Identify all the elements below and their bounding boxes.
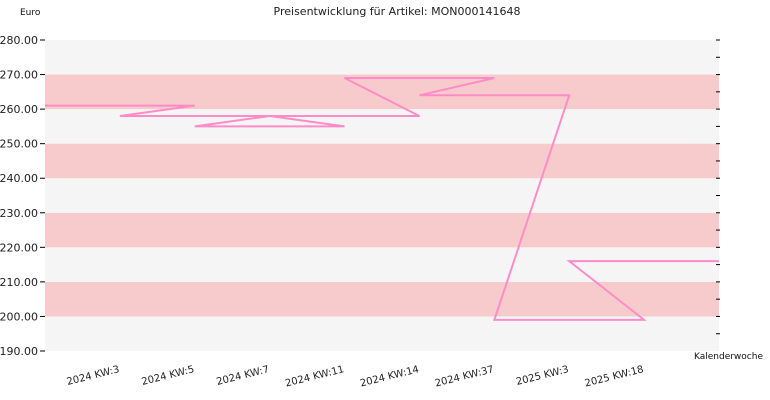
- grid-band: [45, 281, 719, 317]
- chart-title: Preisentwicklung für Artikel: MON0001416…: [274, 5, 521, 18]
- y-tick-label: 240.00: [0, 172, 38, 185]
- grid-bands: [45, 40, 719, 351]
- grid-band: [45, 212, 719, 248]
- x-tick-label: 2024 KW:5: [141, 364, 196, 388]
- y-tick-label: 200.00: [0, 310, 38, 323]
- x-axis: 2024 KW:3 2024 KW:5 2024 KW:7 2024 KW:11 202…: [66, 364, 645, 389]
- y-tick-label: 280.00: [0, 34, 38, 47]
- right-tick-marks: [716, 39, 720, 335]
- x-tick-label: 2025 KW:18: [584, 364, 645, 389]
- x-tick-label: 2024 KW:3: [66, 364, 121, 388]
- grid-band: [45, 143, 719, 179]
- x-tick-label: 2025 KW:3: [515, 364, 570, 388]
- y-tick-label: 260.00: [0, 103, 38, 116]
- x-axis-title: Kalenderwoche: [694, 352, 763, 362]
- x-tick-label: 2024 KW:37: [434, 364, 495, 389]
- grid-band: [45, 40, 719, 75]
- y-tick-label: 190.00: [0, 345, 38, 358]
- price-series-line: [45, 77, 719, 321]
- grid-band: [45, 247, 719, 282]
- x-tick-label: 2024 KW:11: [284, 364, 345, 389]
- y-tick-label: 250.00: [0, 138, 38, 151]
- grid-band: [45, 178, 719, 213]
- grid-band: [45, 316, 719, 351]
- y-tick-label: 270.00: [0, 69, 38, 82]
- x-tick-label: 2024 KW:7: [215, 364, 270, 388]
- y-tick-label: 230.00: [0, 207, 38, 220]
- grid-band: [45, 109, 719, 144]
- y-axis-title: Euro: [20, 8, 41, 18]
- y-tick-label: 210.00: [0, 276, 38, 289]
- y-tick-label: 220.00: [0, 241, 38, 254]
- grid-band: [45, 74, 719, 110]
- y-axis: 190.00 200.00 210.00 220.00 230.00 240.00 250.…: [0, 34, 45, 358]
- x-tick-label: 2024 KW:14: [359, 364, 420, 389]
